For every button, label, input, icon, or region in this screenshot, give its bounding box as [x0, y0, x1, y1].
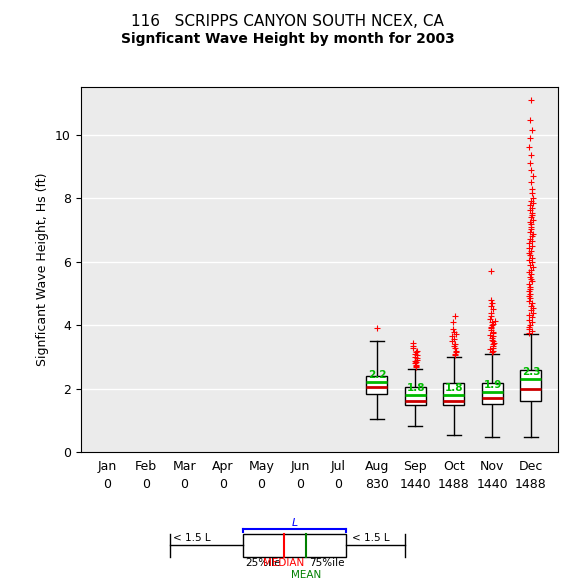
Text: 830: 830: [365, 478, 389, 491]
Text: 1.8: 1.8: [407, 383, 425, 393]
Text: 0: 0: [219, 478, 227, 491]
Bar: [520, 371, 542, 401]
Text: 75%ile: 75%ile: [309, 558, 344, 568]
Text: 116   SCRIPPS CANYON SOUTH NCEX, CA: 116 SCRIPPS CANYON SOUTH NCEX, CA: [131, 14, 444, 30]
Text: MEAN: MEAN: [291, 570, 321, 580]
Bar: [443, 383, 465, 405]
Text: MEDIAN: MEDIAN: [263, 558, 304, 568]
Text: < 1.5 L: < 1.5 L: [352, 533, 389, 543]
Text: 0: 0: [181, 478, 189, 491]
Text: L: L: [292, 518, 298, 528]
Text: < 1.5 L: < 1.5 L: [174, 533, 211, 543]
Text: 0: 0: [142, 478, 150, 491]
Text: 1488: 1488: [515, 478, 547, 491]
Text: 1440: 1440: [477, 478, 508, 491]
Text: 2.2: 2.2: [368, 370, 387, 380]
Text: 25%ile: 25%ile: [245, 558, 281, 568]
Text: 1440: 1440: [400, 478, 431, 491]
Text: 0: 0: [104, 478, 112, 491]
Bar: [243, 534, 346, 557]
Bar: [366, 375, 388, 394]
Text: 0: 0: [258, 478, 266, 491]
Text: Signficant Wave Height by month for 2003: Signficant Wave Height by month for 2003: [121, 32, 454, 46]
Text: 1.8: 1.8: [445, 383, 463, 393]
Text: 2.3: 2.3: [522, 367, 540, 377]
Text: 0: 0: [335, 478, 342, 491]
Bar: [482, 383, 503, 404]
Y-axis label: Signficant Wave Height, Hs (ft): Signficant Wave Height, Hs (ft): [36, 173, 49, 367]
Text: 1488: 1488: [438, 478, 470, 491]
Text: 1.9: 1.9: [484, 380, 502, 390]
Bar: [405, 387, 426, 405]
Text: 0: 0: [296, 478, 304, 491]
